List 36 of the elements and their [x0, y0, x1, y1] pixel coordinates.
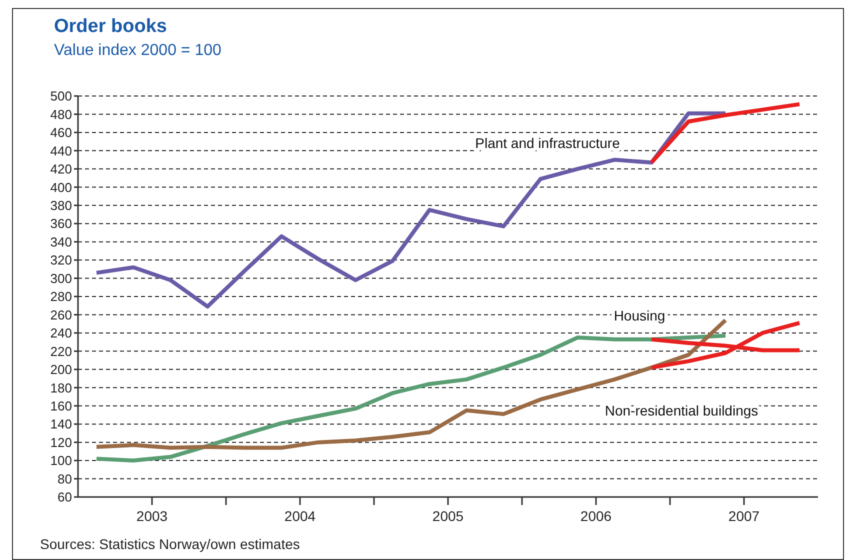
- series-label: Non-residential buildings: [604, 402, 758, 419]
- y-tick-label: 200: [50, 362, 72, 378]
- y-tick-label: 320: [50, 252, 72, 268]
- y-tick-label: 260: [50, 307, 72, 322]
- series-label: Plant and infrastructure: [475, 134, 620, 151]
- y-tick-label: 420: [50, 162, 72, 177]
- y-tick-label: 500: [50, 88, 72, 104]
- chart-title: Order books: [54, 16, 167, 38]
- y-tick-label: 440: [50, 143, 72, 158]
- x-tick-label: 2004: [284, 508, 316, 524]
- y-tick-label: 220: [50, 344, 72, 359]
- line-series: [650, 102, 802, 165]
- chart-subtitle: Value index 2000 = 100: [54, 42, 222, 60]
- y-tick-label: 120: [50, 434, 72, 450]
- y-tick-label: 80: [58, 471, 72, 486]
- y-tick-label: 160: [50, 398, 72, 414]
- y-tick-label: 240: [50, 326, 72, 341]
- y-tick-label: 360: [50, 216, 72, 232]
- y-tick-label: 300: [50, 270, 72, 286]
- y-tick-label: 60: [58, 490, 72, 505]
- x-tick-label: 2007: [728, 508, 760, 524]
- y-tick-label: 100: [50, 453, 72, 468]
- y-tick-label: 460: [50, 125, 72, 140]
- series-label: Housing: [614, 307, 666, 324]
- y-tick-label: 180: [50, 380, 72, 396]
- line-series: [94, 111, 728, 309]
- y-tick-label: 340: [50, 234, 72, 250]
- y-tick-label: 480: [50, 106, 72, 122]
- y-tick-label: 280: [50, 289, 72, 304]
- source-note: Sources: Statistics Norway/own estimates: [40, 536, 300, 552]
- x-tick-label: 2003: [136, 508, 168, 524]
- x-tick-label: 2006: [580, 508, 612, 524]
- y-tick-label: 400: [50, 180, 72, 195]
- y-tick-label: 380: [50, 198, 72, 213]
- y-tick-label: 140: [50, 416, 72, 432]
- x-tick-label: 2005: [432, 508, 464, 524]
